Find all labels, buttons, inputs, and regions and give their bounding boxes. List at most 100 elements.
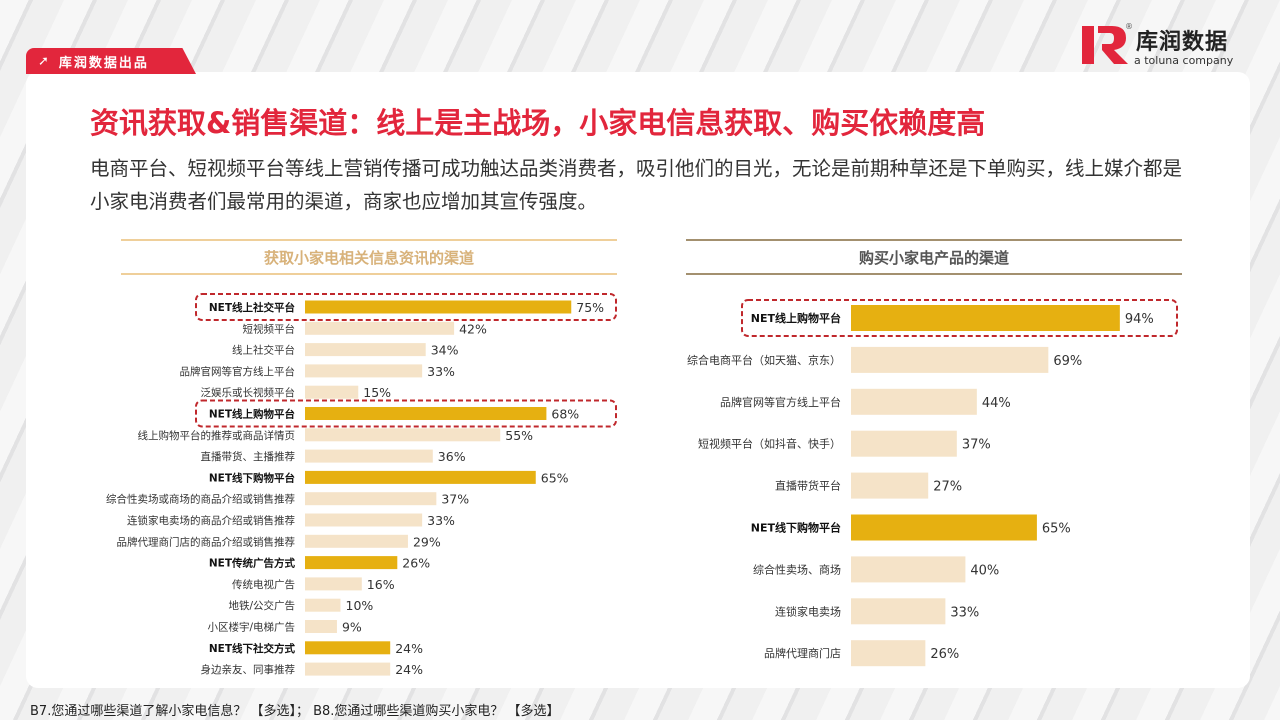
bar: [305, 577, 362, 591]
bar: [305, 364, 423, 378]
bar: [305, 385, 359, 399]
purchase-channel-chart: NET线上购物平台 94% 综合电商平台（如天猫、京东） 69% 品牌官网等官方线上平台…: [687, 299, 1178, 667]
value-label: 33%: [427, 364, 455, 379]
category-label: 直播带货平台: [775, 479, 841, 493]
bar: [305, 343, 426, 357]
net-bar: [305, 300, 572, 314]
bar: [851, 598, 946, 625]
bar: [851, 346, 1049, 373]
value-label: 33%: [427, 513, 455, 528]
value-label: 27%: [933, 480, 962, 495]
logo-subtitle: a toluna company: [1134, 54, 1234, 67]
page-title: 资讯获取&销售渠道：线上是主战场，小家电信息获取、购买依赖度高: [90, 106, 986, 140]
footnote: B7.您通过哪些渠道了解小家电信息？ 【多选】； B8.您通过哪些渠道购买小家电…: [30, 704, 560, 719]
value-label: 29%: [413, 534, 441, 549]
left-chart-title: 获取小家电相关信息资讯的渠道: [121, 239, 617, 275]
category-label: 综合电商平台（如天猫、京东）: [687, 353, 841, 367]
highlight-box: [195, 293, 617, 321]
brand-logo: ® 库润数据 a toluna company: [1080, 22, 1260, 68]
category-label: 传统电视广告: [232, 578, 295, 591]
category-label: 连锁家电卖场: [775, 604, 841, 618]
category-label: 品牌官网等官方线上平台: [720, 395, 841, 409]
content-card: [26, 72, 1250, 688]
category-label: 品牌代理商门店的商品介绍或销售推荐: [117, 535, 296, 548]
category-label: 小区楼宇/电梯广告: [207, 621, 295, 634]
category-label: 综合性卖场、商场: [753, 562, 841, 576]
category-label: 综合性卖场或商场的商品介绍或销售推荐: [106, 493, 295, 506]
value-label: 40%: [970, 563, 999, 578]
value-label: 65%: [541, 470, 569, 485]
value-label: 55%: [505, 428, 533, 443]
value-label: 75%: [576, 300, 604, 315]
category-label: NET线上购物平台: [751, 311, 841, 325]
value-label: 24%: [395, 641, 423, 656]
highlight-box: [195, 399, 617, 428]
category-label: 短视频平台（如抖音、快手）: [698, 437, 841, 451]
bar: [305, 492, 437, 506]
category-label: 品牌代理商门店: [764, 646, 841, 660]
value-label: 37%: [441, 492, 469, 507]
category-label: 线上社交平台: [232, 344, 295, 357]
logo-name: 库润数据: [1136, 30, 1229, 55]
value-label: 34%: [431, 343, 459, 358]
net-bar: [851, 305, 1120, 331]
arrow-up-right-icon: ➚: [38, 53, 51, 69]
category-label: NET传统广告方式: [209, 557, 296, 570]
bar: [305, 534, 408, 548]
category-label: NET线下社交方式: [209, 642, 296, 655]
value-label: 26%: [402, 556, 430, 571]
net-bar: [305, 641, 391, 655]
net-bar: [305, 407, 547, 420]
category-label: 直播带货、主播推荐: [201, 450, 296, 463]
category-label: 地铁/公交广告: [228, 599, 295, 612]
category-label: 连锁家电卖场的商品介绍或销售推荐: [127, 514, 295, 527]
bar: [851, 472, 929, 499]
logo-mark-icon: [1082, 26, 1128, 64]
net-bar: [851, 514, 1037, 541]
bar: [305, 620, 337, 633]
bar: [851, 430, 957, 457]
category-label: 泛娱乐或长视频平台: [201, 386, 296, 399]
bar: [305, 598, 341, 612]
category-label: NET线下购物平台: [209, 471, 295, 484]
value-label: 10%: [346, 598, 374, 613]
category-label: 短视频平台: [243, 322, 296, 335]
category-label: 线上购物平台的推荐或商品详情页: [138, 429, 296, 442]
bar: [851, 388, 977, 415]
badge-label: 库润数据出品: [58, 55, 149, 71]
bar: [305, 428, 501, 442]
right-chart-title: 购买小家电产品的渠道: [686, 239, 1182, 275]
value-label: 36%: [438, 449, 466, 464]
value-label: 9%: [342, 620, 362, 635]
net-bar: [305, 556, 398, 570]
bar: [851, 556, 966, 583]
net-bar: [305, 470, 536, 484]
value-label: 33%: [950, 605, 979, 620]
value-label: 68%: [551, 407, 579, 422]
value-label: 37%: [962, 438, 991, 453]
publisher-badge: ➚ 库润数据出品: [26, 48, 196, 74]
bar: [305, 662, 391, 676]
bar: [305, 321, 455, 335]
registered-mark: ®: [1125, 22, 1133, 31]
info-channel-chart: NET线上社交平台 75% 短视频平台 42% 线上社交平台 34% 品牌官网等官方线上平台…: [106, 293, 617, 677]
category-label: NET线上社交平台: [209, 301, 295, 314]
value-label: 42%: [459, 321, 487, 336]
value-label: 69%: [1053, 354, 1082, 369]
value-label: 26%: [930, 647, 959, 662]
bar: [305, 449, 433, 463]
category-label: 身边亲友、同事推荐: [201, 663, 296, 676]
value-label: 44%: [982, 396, 1011, 411]
category-label: NET线下购物平台: [751, 521, 841, 535]
value-label: 94%: [1125, 312, 1154, 327]
bar: [851, 640, 926, 667]
value-label: 24%: [395, 662, 423, 677]
category-label: 品牌官网等官方线上平台: [180, 365, 296, 378]
value-label: 65%: [1042, 522, 1071, 537]
value-label: 15%: [363, 385, 391, 400]
bar: [305, 513, 423, 527]
category-label: NET线上购物平台: [209, 408, 295, 421]
page-subtitle: 电商平台、短视频平台等线上营销传播可成功触达品类消费者，吸引他们的目光，无论是前…: [90, 157, 1183, 213]
value-label: 16%: [367, 577, 395, 592]
highlight-box: [741, 299, 1178, 337]
